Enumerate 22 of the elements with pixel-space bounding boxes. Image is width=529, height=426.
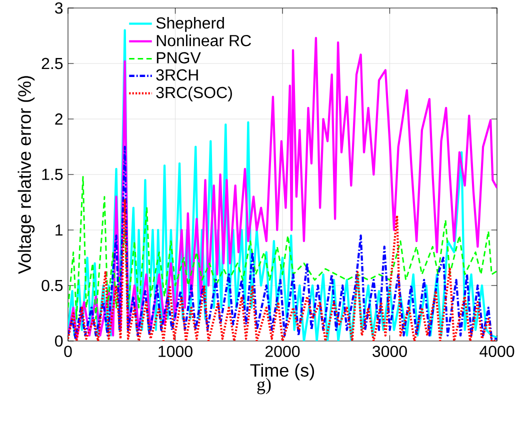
- y-tick-label: 0: [55, 335, 63, 347]
- y-tick-label: 3: [55, 2, 63, 14]
- x-tick-label: 2000: [265, 346, 300, 358]
- legend-label: 3RCH: [156, 69, 198, 81]
- y-axis-title: Voltage relative error (%): [18, 76, 35, 274]
- line-series: [68, 146, 497, 340]
- legend-label: Nonlinear RC: [156, 34, 251, 46]
- text: g): [257, 378, 271, 394]
- legend-label: PNGV: [156, 52, 201, 64]
- y-tick-label: 1.5: [42, 168, 63, 180]
- x-tick-label: 0: [64, 346, 72, 358]
- x-tick-label: 3000: [372, 346, 407, 358]
- legend-label: Shepherd: [156, 16, 224, 32]
- y-tick-label: 0.5: [42, 280, 63, 292]
- line-series: [68, 198, 497, 341]
- legend-label: 3RC(SOC): [156, 86, 232, 102]
- y-tick-label: 2: [55, 113, 62, 125]
- x-tick-label: 4000: [480, 346, 514, 358]
- x-tick-label: 1000: [158, 346, 192, 358]
- y-tick-label: 1: [56, 224, 63, 236]
- y-tick-label: 2.5: [42, 58, 63, 70]
- line-series: [68, 176, 497, 320]
